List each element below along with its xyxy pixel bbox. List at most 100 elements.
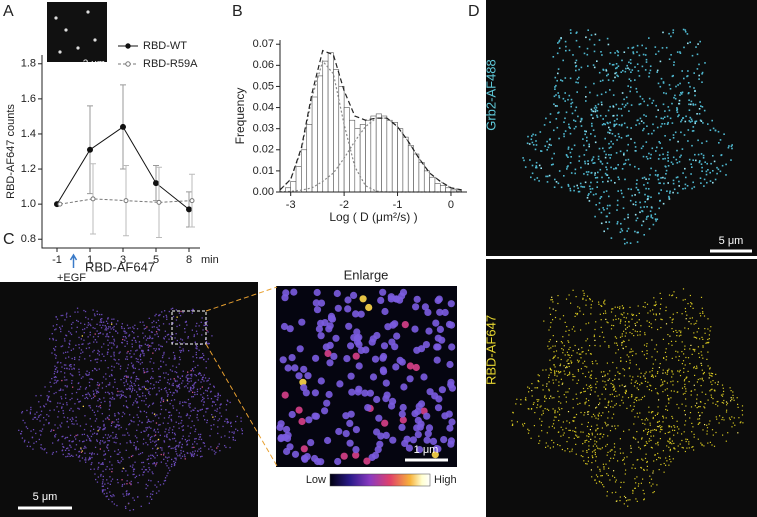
spot xyxy=(625,469,627,471)
spot xyxy=(681,351,683,353)
spot xyxy=(145,442,147,444)
spot xyxy=(117,460,119,462)
spot xyxy=(684,31,687,33)
spot xyxy=(600,211,603,214)
spot xyxy=(62,410,64,412)
spot xyxy=(191,454,193,456)
spot xyxy=(669,439,671,441)
spot xyxy=(731,144,733,146)
spot xyxy=(168,388,170,390)
spot xyxy=(612,79,615,82)
spot xyxy=(639,412,641,414)
spot xyxy=(577,403,579,405)
spot xyxy=(575,453,577,455)
spot xyxy=(168,357,170,359)
spot xyxy=(401,439,409,447)
spot xyxy=(600,433,602,435)
spot xyxy=(187,374,189,376)
spot xyxy=(209,435,211,437)
spot xyxy=(563,175,565,177)
spot xyxy=(629,306,631,308)
spot xyxy=(664,389,666,391)
spot xyxy=(129,509,131,512)
spot xyxy=(129,465,132,467)
spot xyxy=(84,388,87,390)
spot xyxy=(593,335,595,338)
spot xyxy=(685,390,687,392)
spot xyxy=(644,301,646,304)
spot xyxy=(125,507,127,509)
spot xyxy=(212,401,214,403)
spot xyxy=(704,424,706,426)
spot xyxy=(166,400,169,402)
spot xyxy=(81,450,83,452)
spot xyxy=(645,115,647,117)
spot xyxy=(172,351,175,354)
spot xyxy=(163,316,165,318)
spot xyxy=(69,409,71,411)
spot xyxy=(684,414,686,416)
spot xyxy=(595,456,597,458)
spot xyxy=(671,443,673,445)
spot xyxy=(644,332,646,334)
spot xyxy=(553,186,556,188)
scale-label: 1 μm xyxy=(414,444,439,456)
spot xyxy=(399,416,407,424)
spot xyxy=(74,448,76,450)
spot xyxy=(190,426,192,429)
spot xyxy=(634,165,636,168)
spot xyxy=(199,409,201,411)
spot xyxy=(632,376,634,378)
spot xyxy=(621,192,623,195)
spot xyxy=(677,115,679,118)
spot xyxy=(91,409,94,411)
spot xyxy=(48,396,50,398)
spot xyxy=(143,466,145,468)
spot xyxy=(723,419,725,421)
spot xyxy=(730,400,732,402)
spot xyxy=(620,124,623,127)
spot xyxy=(97,426,99,428)
spot xyxy=(589,429,591,431)
spot xyxy=(583,294,585,296)
spot xyxy=(206,421,208,424)
spot xyxy=(34,416,37,419)
spot xyxy=(563,135,565,138)
spot xyxy=(675,356,677,358)
spot xyxy=(619,336,622,338)
spot xyxy=(696,68,699,70)
spot xyxy=(592,117,594,119)
spot xyxy=(692,426,694,428)
spot xyxy=(142,392,144,394)
spot xyxy=(698,422,700,424)
spot xyxy=(682,117,685,119)
spot xyxy=(586,425,589,428)
spot xyxy=(631,410,633,412)
spot xyxy=(100,440,102,442)
spot xyxy=(52,339,54,341)
spot xyxy=(634,478,636,480)
spot xyxy=(158,390,160,392)
spot xyxy=(565,154,568,156)
spot xyxy=(721,401,723,404)
spot xyxy=(645,371,647,373)
spot xyxy=(163,388,166,390)
spot xyxy=(99,321,101,323)
spot xyxy=(592,129,595,131)
spot xyxy=(692,126,695,128)
spot xyxy=(730,390,732,392)
x-tick-label: -3 xyxy=(286,199,296,211)
spot xyxy=(581,186,584,188)
spot xyxy=(643,499,645,501)
spot xyxy=(662,338,664,340)
spot xyxy=(582,431,584,433)
spot xyxy=(79,388,81,390)
spot xyxy=(135,447,137,449)
spot xyxy=(647,195,649,198)
spot xyxy=(624,324,626,326)
spot xyxy=(652,123,654,126)
spot xyxy=(648,178,650,180)
spot xyxy=(122,467,124,469)
spot xyxy=(710,396,713,398)
spot xyxy=(346,439,354,447)
